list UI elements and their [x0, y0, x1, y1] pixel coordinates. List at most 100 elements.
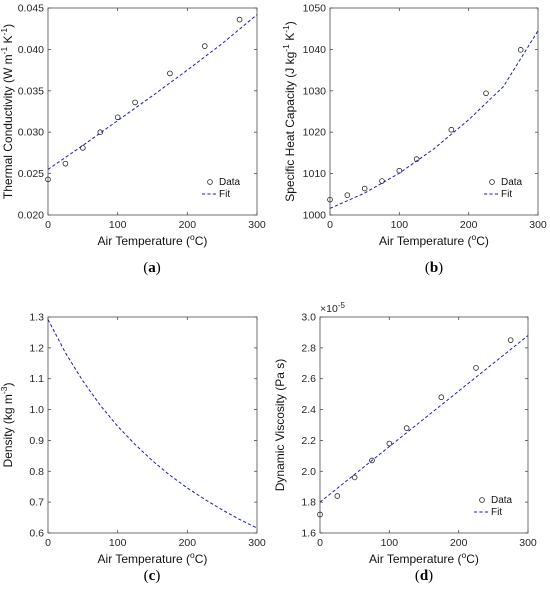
x-axis-label: Air Temperature (o​C): [369, 550, 479, 566]
y-tick-label: 1030: [303, 85, 327, 97]
y-tick-label: 1040: [303, 44, 327, 56]
data-point: [344, 192, 351, 198]
panel-label: (d): [415, 568, 433, 584]
fit-line: [329, 30, 539, 209]
y-tick-label: 1010: [303, 168, 327, 180]
data-point: [334, 493, 341, 499]
x-tick-label: 200: [179, 537, 197, 549]
y-axis-label: Specific Heat Capacity (J kg-1​ K-1​): [281, 21, 297, 202]
legend-label-data: Data: [219, 177, 241, 188]
x-axis-label: Air Temperature (o​C): [379, 232, 489, 248]
plot-frame: [319, 316, 529, 534]
y-tick-label: 1020: [303, 127, 327, 139]
x-tick-label: 100: [109, 537, 127, 549]
y-tick-label: 1.8: [301, 497, 316, 509]
data-point: [45, 176, 51, 183]
data-point: [483, 90, 489, 97]
chart-panel-c: 0 100 200 300 0.6 0.7 0.8 0.9 1.0 1.1 1.2 1.3 Air Te…: [0, 312, 266, 585]
data-point: [386, 440, 393, 447]
plot-frame: [329, 7, 539, 216]
y-tick-label: 0.7: [29, 497, 44, 509]
y-tick-label: 0.040: [18, 44, 44, 56]
plot-frame: [47, 316, 258, 534]
y-tick-label: 1.1: [29, 373, 44, 385]
y-axis-label: Thermal Conductivity (W m-1​ K-1​): [0, 24, 15, 199]
y-tick-label: 0.030: [18, 127, 44, 139]
legend-marker-data: [479, 497, 485, 503]
legend-label-fit: Fit: [501, 189, 512, 200]
x-axis-label: Air Temperature (o​C): [98, 550, 208, 566]
y-tick-label: 1.6: [301, 528, 316, 540]
y-tick-label: 1050: [303, 3, 327, 15]
chart-panel-d: 0 100 200 300 1.6 1.8 2.0 2.2 2.4 2.6 2.8 3.0 DataFi…: [273, 301, 537, 584]
data-point: [403, 425, 410, 431]
data-point: [361, 185, 368, 192]
data-point: [438, 394, 445, 401]
y-tick-label: 2.8: [301, 342, 316, 354]
x-tick-label: 0: [45, 219, 51, 231]
y-tick-label: 1.3: [29, 312, 44, 324]
y-tick-label: 2.4: [301, 404, 316, 416]
data-point: [62, 160, 69, 167]
panel-label: (a): [143, 260, 161, 276]
data-point: [236, 16, 243, 23]
data-point: [351, 474, 358, 481]
y-tick-label: 2.2: [301, 435, 316, 447]
y-tick-label: 0.6: [29, 528, 44, 540]
data-point: [369, 457, 375, 464]
x-tick-label: 300: [248, 537, 266, 549]
data-point: [327, 196, 333, 203]
x-tick-label: 0: [327, 219, 333, 231]
y-tick-label: 0.8: [29, 466, 44, 478]
data-point: [517, 47, 524, 53]
x-tick-label: 100: [381, 537, 399, 549]
data-point: [379, 178, 385, 184]
chart-panel-b: 0 100 200 300 1000 1010 1020 1030 1040 1050 DataFi…: [281, 3, 547, 277]
x-tick-label: 200: [450, 537, 468, 549]
x-tick-label: 0: [45, 537, 51, 549]
y-tick-label: 0.035: [18, 85, 44, 97]
y-tick-label: 0.9: [29, 435, 44, 447]
y-tick-label: 1000: [303, 210, 327, 222]
legend-label-data: Data: [501, 177, 523, 188]
data-point: [167, 70, 173, 77]
y-tick-label: 1.2: [29, 342, 44, 354]
y-scale-factor: ×10-5: [320, 301, 345, 315]
x-axis-label: Air Temperature (o​C): [98, 232, 208, 248]
fit-line: [319, 335, 529, 503]
chart-panel-a: 0 100 200 300 0.020 0.025 0.030 0.035 0.040 0.045…: [0, 3, 266, 277]
x-tick-label: 300: [248, 219, 266, 231]
data-point: [97, 129, 104, 136]
x-tick-label: 300: [519, 537, 537, 549]
x-tick-label: 200: [460, 219, 478, 231]
plot-frame: [47, 7, 258, 216]
data-point: [473, 365, 479, 371]
y-tick-label: 2.0: [301, 466, 316, 478]
y-tick-label: 3.0: [301, 312, 316, 324]
x-tick-label: 0: [317, 537, 323, 549]
y-tick-label: 0.045: [18, 3, 44, 15]
data-point: [507, 337, 514, 343]
data-point: [114, 114, 121, 121]
x-tick-label: 100: [109, 219, 127, 231]
y-axis-label: Density (kg m-3​): [0, 383, 15, 468]
panel-label: (c): [144, 568, 161, 584]
data-point: [317, 511, 323, 518]
legend-marker-data: [207, 179, 213, 185]
data-point: [132, 99, 138, 106]
y-axis-label: Dynamic Viscosity (Pa s): [273, 359, 287, 491]
legend-label-data: Data: [491, 495, 513, 506]
legend-label-fit: Fit: [491, 507, 502, 518]
legend-marker-data: [489, 179, 495, 185]
x-tick-label: 100: [391, 219, 409, 231]
x-tick-label: 200: [179, 219, 197, 231]
fit-line: [47, 319, 258, 529]
y-tick-label: 1.0: [29, 404, 44, 416]
data-point: [201, 43, 208, 49]
y-tick-label: 0.025: [18, 168, 44, 180]
data-point: [80, 145, 86, 151]
